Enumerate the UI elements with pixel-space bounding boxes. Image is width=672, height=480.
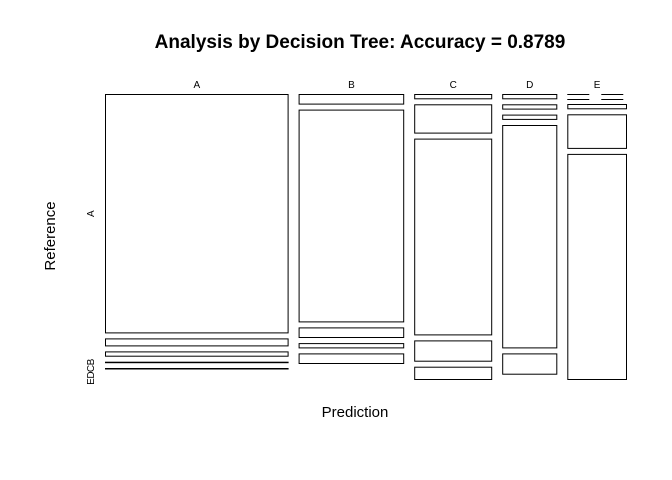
tile-pred-b-ref-d — [298, 343, 405, 349]
x-tick-label-a: A — [193, 80, 200, 91]
tile-pred-b-ref-c — [298, 327, 405, 338]
x-tick-label-e: E — [594, 80, 601, 91]
y-tick-label-a: A — [86, 210, 97, 217]
y-tick-label-e: E — [86, 378, 97, 385]
tile-pred-d-ref-b — [502, 104, 558, 110]
tile-pred-a-ref-a — [105, 94, 289, 334]
tile-pred-d-ref-c — [502, 114, 558, 120]
tile-pred-c-ref-c — [414, 138, 493, 336]
tile-pred-c-ref-e — [414, 366, 493, 381]
tile-pred-c-ref-a — [414, 94, 493, 100]
tile-pred-a-ref-b — [105, 338, 289, 347]
y-axis-label: Reference — [42, 201, 59, 270]
chart-title: Analysis by Decision Tree: Accuracy = 0.… — [155, 32, 566, 53]
tile-pred-c-ref-b — [414, 104, 493, 134]
x-tick-label-d: D — [526, 80, 533, 91]
y-tick-label-c: C — [86, 365, 97, 372]
x-axis-label: Prediction — [322, 404, 389, 421]
tile-pred-b-ref-a — [298, 94, 405, 105]
tile-pred-a-ref-d — [105, 361, 289, 364]
tile-pred-c-ref-d — [414, 340, 493, 362]
tile-pred-e-ref-e — [567, 153, 627, 380]
x-tick-label-b: B — [348, 80, 355, 91]
tile-pred-d-ref-d — [502, 125, 558, 349]
tile-pred-a-ref-c — [105, 351, 289, 357]
x-tick-label-c: C — [450, 80, 457, 91]
x-tick-labels: A B C D E — [193, 80, 600, 91]
tile-pred-b-ref-b — [298, 109, 405, 323]
y-tick-label-d: D — [86, 371, 97, 378]
tile-pred-b-ref-e — [298, 353, 405, 364]
y-tick-label-b: B — [86, 358, 97, 365]
tile-pred-d-ref-e — [502, 353, 558, 375]
tile-pred-d-ref-a — [502, 94, 558, 100]
tile-pred-a-ref-e — [105, 368, 289, 370]
tile-pred-e-ref-c — [567, 104, 627, 110]
tile-pred-e-ref-d — [567, 114, 627, 149]
mosaic-tiles — [105, 94, 627, 381]
